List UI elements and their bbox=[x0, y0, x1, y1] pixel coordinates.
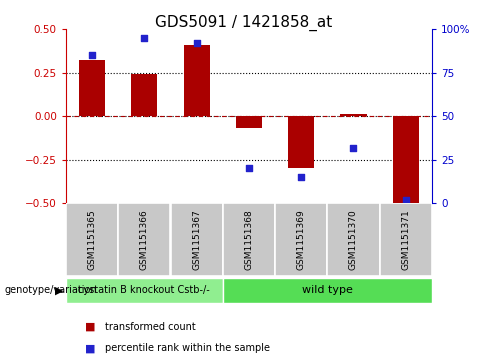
Text: GSM1151369: GSM1151369 bbox=[297, 209, 305, 270]
Bar bbox=[170, 203, 223, 276]
Text: ■: ■ bbox=[85, 322, 96, 332]
Text: GSM1151368: GSM1151368 bbox=[244, 209, 253, 270]
Bar bbox=[66, 203, 118, 276]
Text: GSM1151366: GSM1151366 bbox=[140, 209, 149, 270]
Bar bbox=[131, 74, 158, 116]
Bar bbox=[236, 116, 262, 129]
Text: GSM1151371: GSM1151371 bbox=[401, 209, 410, 270]
Bar bbox=[288, 116, 314, 168]
Text: ■: ■ bbox=[85, 343, 96, 354]
Point bbox=[193, 40, 201, 46]
Bar bbox=[223, 203, 275, 276]
Point bbox=[141, 35, 148, 41]
Bar bbox=[118, 203, 170, 276]
Text: genotype/variation: genotype/variation bbox=[5, 285, 98, 295]
Text: GSM1151367: GSM1151367 bbox=[192, 209, 201, 270]
Text: cystatin B knockout Cstb-/-: cystatin B knockout Cstb-/- bbox=[79, 285, 210, 295]
Bar bbox=[79, 60, 105, 116]
Bar bbox=[223, 278, 432, 303]
Bar bbox=[183, 45, 210, 116]
Bar bbox=[327, 203, 380, 276]
Point bbox=[297, 174, 305, 180]
Bar bbox=[380, 203, 432, 276]
Point bbox=[402, 197, 409, 203]
Bar bbox=[393, 116, 419, 203]
Bar bbox=[66, 278, 223, 303]
Bar bbox=[341, 114, 366, 116]
Text: GDS5091 / 1421858_at: GDS5091 / 1421858_at bbox=[155, 15, 333, 31]
Text: wild type: wild type bbox=[302, 285, 353, 295]
Bar bbox=[275, 203, 327, 276]
Text: GSM1151370: GSM1151370 bbox=[349, 209, 358, 270]
Point bbox=[245, 166, 253, 171]
Text: ▶: ▶ bbox=[55, 285, 64, 295]
Text: percentile rank within the sample: percentile rank within the sample bbox=[105, 343, 270, 354]
Point bbox=[349, 144, 357, 150]
Point bbox=[88, 52, 96, 58]
Text: GSM1151365: GSM1151365 bbox=[87, 209, 97, 270]
Text: transformed count: transformed count bbox=[105, 322, 196, 332]
